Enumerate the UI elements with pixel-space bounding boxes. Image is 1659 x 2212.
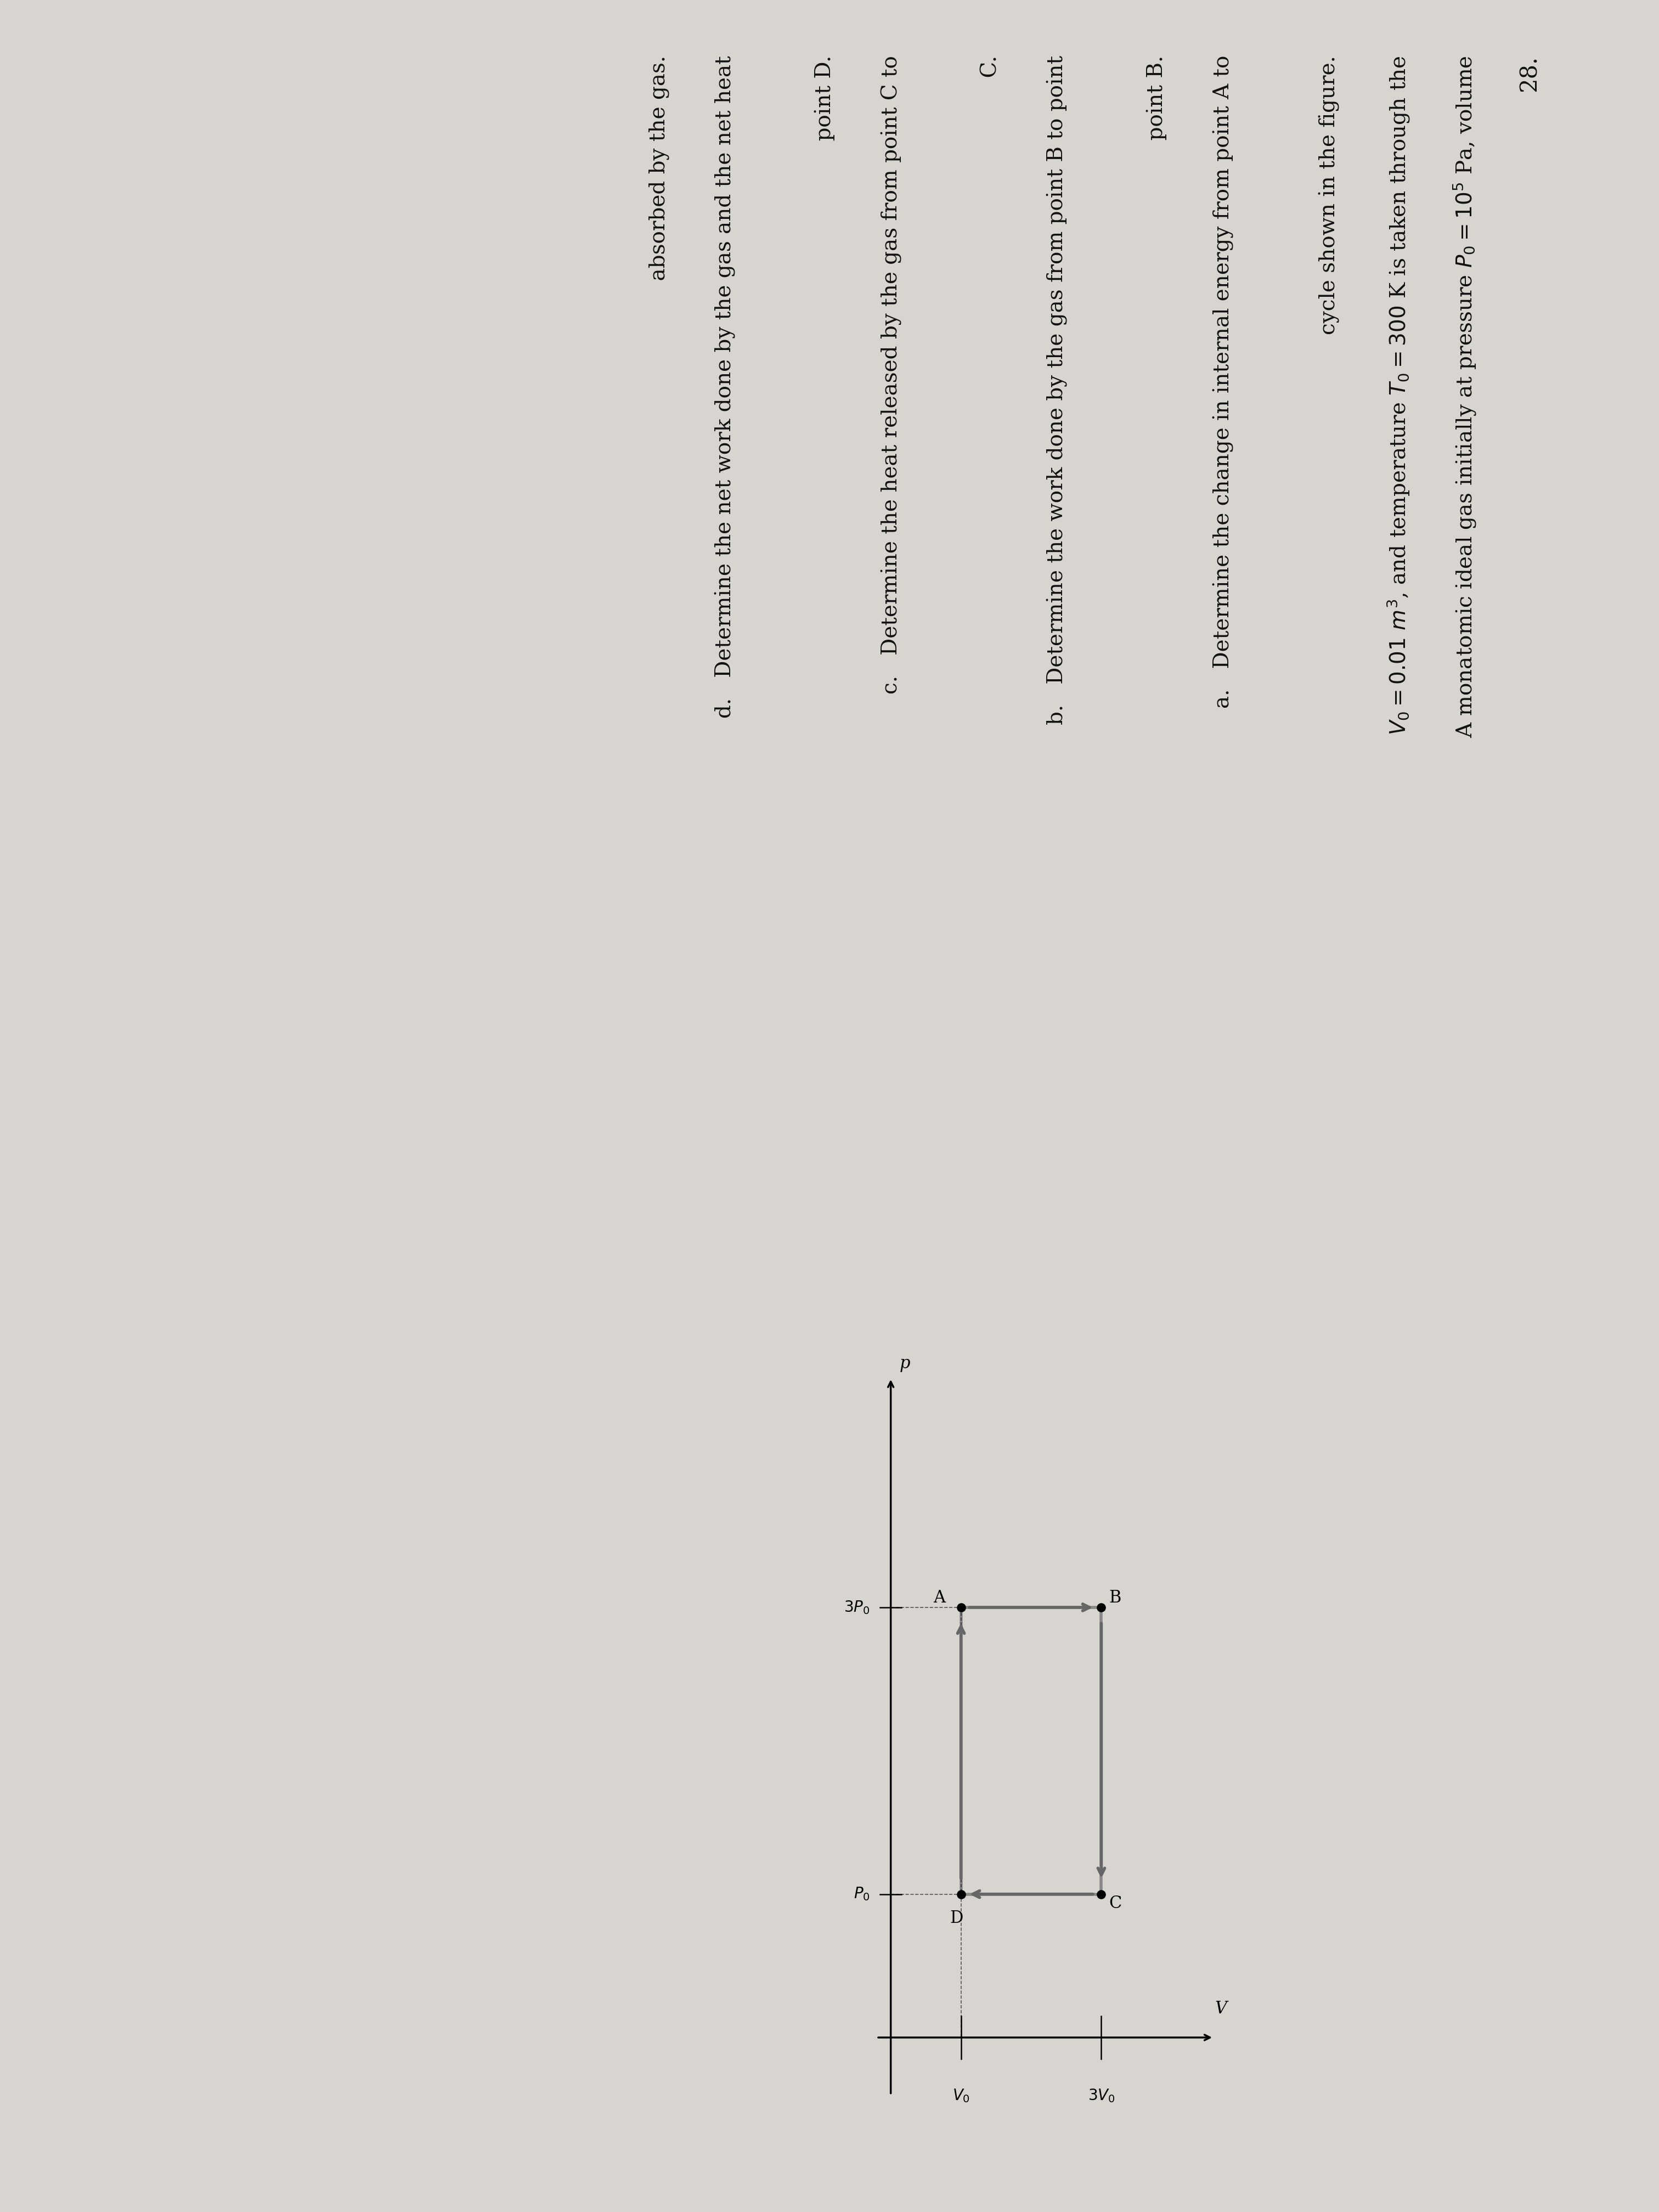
Text: B: B bbox=[1108, 1590, 1121, 1606]
Text: C: C bbox=[1108, 1896, 1121, 1911]
Point bbox=[947, 1876, 974, 1911]
Point bbox=[1088, 1590, 1115, 1626]
Text: absorbed by the gas.: absorbed by the gas. bbox=[649, 55, 669, 327]
Text: $3V_0$: $3V_0$ bbox=[1088, 2088, 1115, 2104]
Point bbox=[947, 1590, 974, 1626]
Text: A: A bbox=[934, 1590, 946, 1606]
Text: p: p bbox=[899, 1356, 911, 1371]
Text: cycle shown in the figure.: cycle shown in the figure. bbox=[1319, 55, 1340, 334]
Text: 28.: 28. bbox=[1518, 55, 1541, 91]
Text: c.   Determine the heat released by the gas from point C to: c. Determine the heat released by the ga… bbox=[881, 55, 902, 695]
Text: $P_0$: $P_0$ bbox=[853, 1887, 869, 1902]
Text: b.   Determine the work done by the gas from point B to point: b. Determine the work done by the gas fr… bbox=[1047, 55, 1068, 726]
Point bbox=[1088, 1876, 1115, 1911]
Text: $3P_0$: $3P_0$ bbox=[844, 1599, 869, 1615]
Text: d.   Determine the net work done by the gas and the net heat: d. Determine the net work done by the ga… bbox=[715, 55, 737, 719]
Text: A monatomic ideal gas initially at pressure $P_0 = 10^5$ Pa, volume: A monatomic ideal gas initially at press… bbox=[1452, 55, 1478, 739]
Text: $V_0$: $V_0$ bbox=[952, 2088, 971, 2104]
Text: a.   Determine the change in internal energy from point A to: a. Determine the change in internal ener… bbox=[1213, 55, 1234, 708]
Text: C.: C. bbox=[980, 55, 1000, 126]
Text: V: V bbox=[1214, 2000, 1226, 2017]
Text: D: D bbox=[949, 1909, 962, 1927]
Text: point B.: point B. bbox=[1146, 55, 1166, 188]
Text: point D.: point D. bbox=[815, 55, 834, 188]
Text: $V_0 = 0.01\ m^3$, and temperature $T_0 = 300$ K is taken through the: $V_0 = 0.01\ m^3$, and temperature $T_0 … bbox=[1385, 55, 1412, 734]
